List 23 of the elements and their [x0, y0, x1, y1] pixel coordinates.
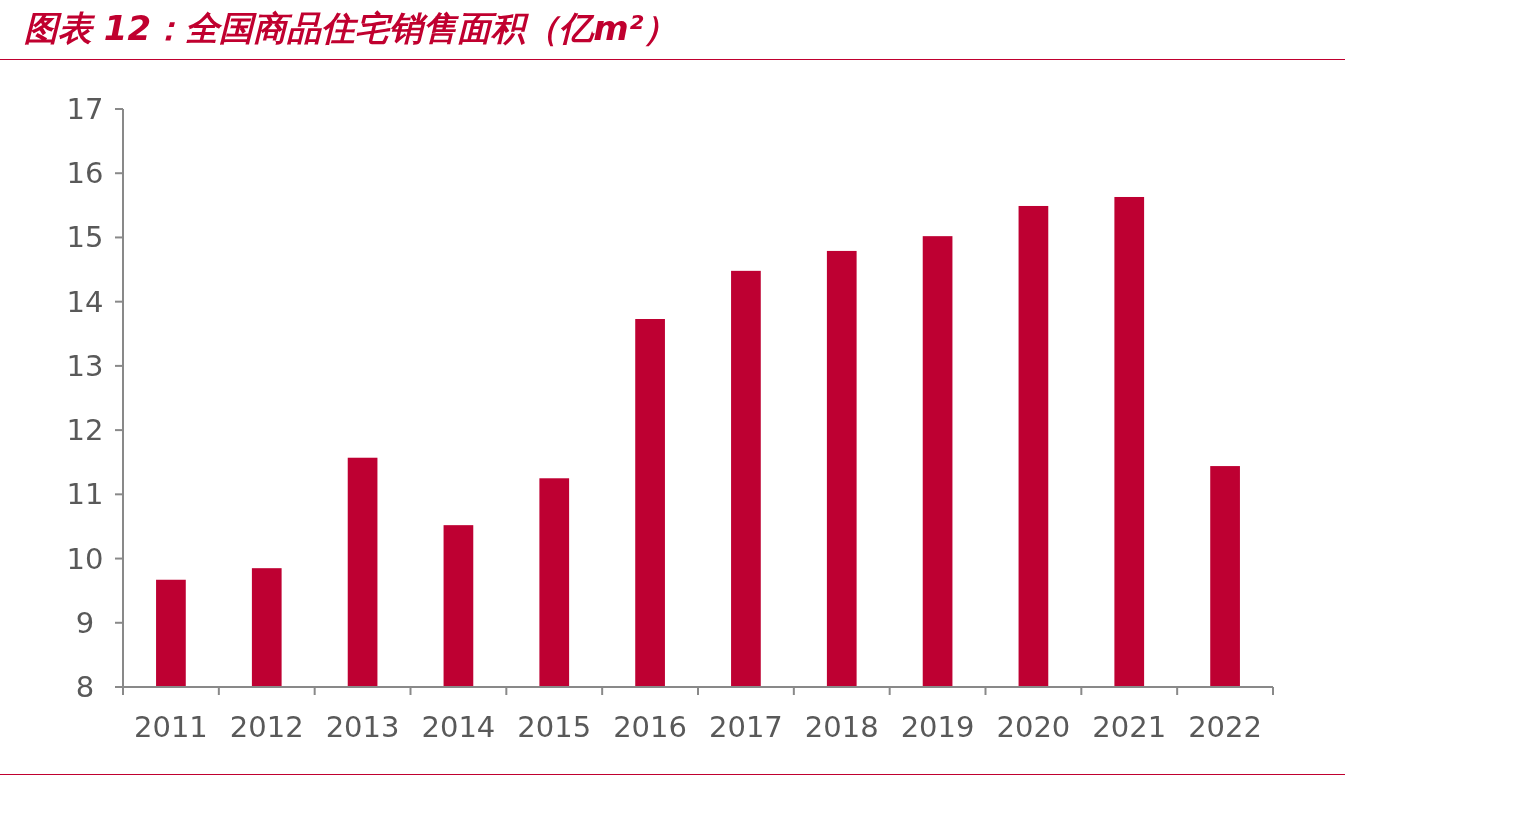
x-tick-label: 2018: [804, 710, 879, 744]
y-tick-label: 12: [66, 413, 104, 448]
x-tick-label: 2015: [517, 710, 592, 744]
chart-title: 图表 12：全国商品住宅销售面积（亿m²）: [24, 8, 678, 48]
x-tick-label: 2020: [996, 710, 1071, 744]
x-tick-label: 2017: [709, 710, 783, 744]
y-tick-label: 11: [66, 477, 104, 512]
x-tick-label: 2011: [134, 710, 208, 744]
x-tick-label: 2014: [421, 710, 496, 744]
y-tick-label: 17: [66, 92, 104, 126]
x-tick-label: 2022: [1188, 710, 1262, 744]
x-tick-label: 2012: [229, 710, 304, 744]
y-tick-label: 9: [75, 605, 95, 640]
y-tick-label: 16: [66, 156, 104, 191]
x-tick-label: 2019: [900, 710, 975, 744]
x-tick-label: 2016: [613, 710, 687, 744]
x-tick-label: 2013: [325, 710, 400, 744]
y-tick-label: 13: [66, 348, 104, 383]
y-tick-label: 14: [66, 284, 104, 319]
y-tick-label: 8: [75, 670, 95, 704]
x-tick-label: 2021: [1092, 710, 1167, 744]
y-tick-label: 15: [66, 220, 104, 255]
y-tick-label: 10: [66, 541, 104, 576]
